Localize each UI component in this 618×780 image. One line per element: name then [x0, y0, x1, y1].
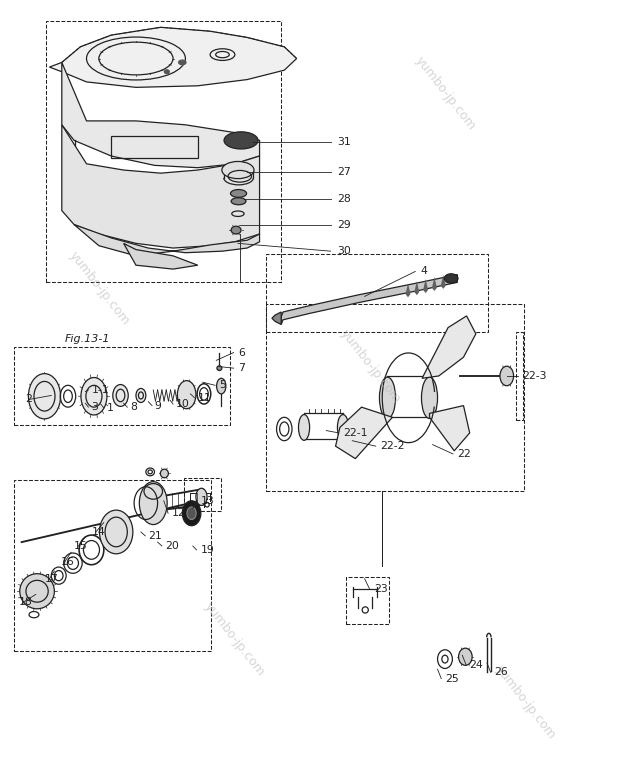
Text: 4: 4 — [420, 267, 427, 276]
Text: yumbo-jp.com: yumbo-jp.com — [338, 328, 404, 406]
Text: 25: 25 — [445, 674, 459, 683]
Text: 26: 26 — [494, 668, 508, 677]
Ellipse shape — [421, 378, 438, 418]
Text: 21: 21 — [148, 531, 162, 541]
Polygon shape — [441, 275, 446, 289]
Text: 23: 23 — [374, 584, 387, 594]
Ellipse shape — [182, 501, 201, 526]
Ellipse shape — [217, 378, 226, 394]
Ellipse shape — [196, 488, 207, 505]
Text: 9: 9 — [154, 401, 161, 410]
Ellipse shape — [337, 415, 349, 440]
Text: yumbo-jp.com: yumbo-jp.com — [202, 601, 268, 679]
Text: yumbo-jp.com: yumbo-jp.com — [412, 55, 478, 133]
Text: 28: 28 — [337, 194, 350, 204]
Text: Fig.13-1: Fig.13-1 — [65, 335, 111, 344]
Text: yumbo-jp.com: yumbo-jp.com — [493, 663, 558, 741]
Bar — [14, 480, 211, 651]
Bar — [346, 577, 389, 624]
Text: 8: 8 — [130, 402, 137, 412]
Text: 12: 12 — [172, 509, 185, 518]
Text: 22-3: 22-3 — [522, 371, 547, 381]
Text: 19: 19 — [201, 545, 214, 555]
Ellipse shape — [224, 132, 258, 149]
Text: 1: 1 — [107, 403, 114, 413]
Ellipse shape — [177, 381, 196, 409]
Ellipse shape — [81, 378, 107, 415]
Polygon shape — [405, 283, 410, 297]
Text: 17: 17 — [44, 574, 58, 583]
Text: 14: 14 — [91, 527, 105, 537]
Ellipse shape — [99, 510, 133, 554]
Ellipse shape — [161, 470, 168, 477]
Bar — [14, 347, 230, 425]
Text: 13: 13 — [201, 496, 214, 505]
Polygon shape — [62, 62, 260, 168]
Text: 16: 16 — [61, 557, 74, 566]
Polygon shape — [422, 316, 476, 378]
Bar — [266, 254, 488, 332]
Polygon shape — [423, 279, 428, 293]
Ellipse shape — [136, 388, 146, 402]
Ellipse shape — [140, 482, 167, 525]
Text: 11: 11 — [198, 393, 211, 402]
Text: 7: 7 — [238, 363, 245, 373]
Polygon shape — [49, 27, 297, 87]
Text: 18: 18 — [19, 597, 32, 607]
Text: 27: 27 — [337, 167, 350, 176]
Polygon shape — [74, 225, 260, 256]
Text: 22-2: 22-2 — [380, 441, 405, 451]
Ellipse shape — [28, 374, 61, 419]
Text: 1-1: 1-1 — [91, 385, 109, 395]
Text: 2: 2 — [25, 395, 32, 404]
Bar — [111, 136, 198, 158]
Ellipse shape — [179, 60, 186, 65]
Ellipse shape — [164, 69, 169, 74]
Polygon shape — [414, 281, 419, 295]
Text: 5: 5 — [219, 381, 226, 390]
Text: 3: 3 — [91, 402, 98, 412]
Ellipse shape — [20, 574, 54, 608]
Polygon shape — [432, 277, 437, 291]
Polygon shape — [430, 406, 470, 451]
Polygon shape — [281, 275, 457, 324]
Text: 30: 30 — [337, 246, 350, 256]
Ellipse shape — [113, 385, 129, 406]
Ellipse shape — [298, 415, 310, 440]
Ellipse shape — [217, 366, 222, 370]
Bar — [46, 21, 281, 282]
Text: 29: 29 — [337, 220, 350, 229]
Text: 6: 6 — [238, 348, 245, 357]
Ellipse shape — [500, 367, 514, 385]
Text: 15: 15 — [74, 541, 88, 551]
Ellipse shape — [222, 161, 254, 179]
Bar — [184, 478, 221, 511]
Text: yumbo-jp.com: yumbo-jp.com — [66, 250, 132, 328]
Text: 24: 24 — [470, 660, 483, 669]
Bar — [266, 304, 524, 491]
Polygon shape — [124, 243, 198, 269]
Text: 10: 10 — [176, 399, 190, 409]
Ellipse shape — [379, 378, 396, 418]
Ellipse shape — [231, 198, 246, 204]
Text: 20: 20 — [166, 541, 179, 551]
Ellipse shape — [231, 190, 247, 197]
Ellipse shape — [187, 507, 197, 519]
Text: 22-1: 22-1 — [343, 428, 368, 438]
Ellipse shape — [444, 274, 458, 283]
Ellipse shape — [459, 648, 472, 665]
Polygon shape — [336, 407, 392, 459]
Polygon shape — [272, 312, 281, 324]
Text: 31: 31 — [337, 137, 350, 147]
Bar — [516, 332, 523, 420]
Ellipse shape — [231, 226, 241, 234]
Text: 22: 22 — [457, 449, 471, 459]
Polygon shape — [62, 125, 260, 248]
